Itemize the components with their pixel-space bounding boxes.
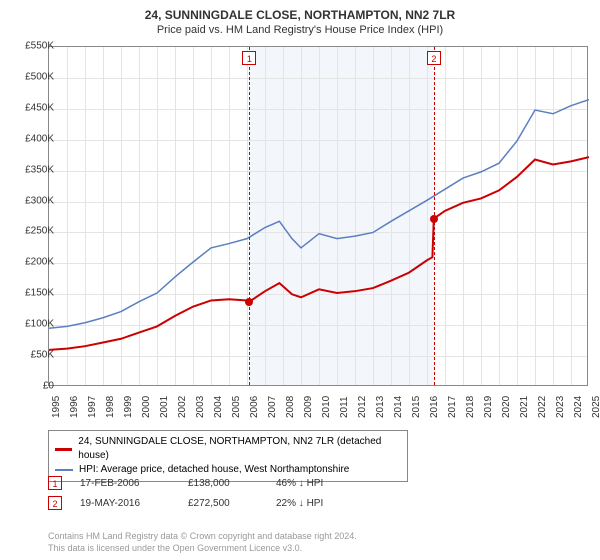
legend-label-hpi: HPI: Average price, detached house, West…	[79, 463, 349, 477]
sale-point-dot	[245, 298, 253, 306]
sale-delta-2: 22% ↓ HPI	[276, 498, 323, 509]
x-axis-label: 1995	[51, 396, 62, 418]
x-axis-label: 2020	[501, 396, 512, 418]
line-series-svg	[49, 47, 589, 387]
legend-swatch-hpi	[55, 469, 73, 471]
sale-price-1: £138,000	[188, 478, 258, 489]
y-axis-label: £0	[14, 381, 54, 392]
y-axis-label: £150K	[14, 288, 54, 299]
legend: 24, SUNNINGDALE CLOSE, NORTHAMPTON, NN2 …	[48, 430, 408, 482]
sale-marker-badge: 1	[242, 51, 256, 65]
sale-row-1: 1 17-FEB-2006 £138,000 46% ↓ HPI	[48, 476, 323, 490]
x-axis-label: 2016	[429, 396, 440, 418]
plot-area: 12	[48, 46, 588, 386]
chart-title: 24, SUNNINGDALE CLOSE, NORTHAMPTON, NN2 …	[0, 0, 600, 22]
y-axis-label: £250K	[14, 226, 54, 237]
x-axis-label: 1996	[69, 396, 80, 418]
legend-row-hpi: HPI: Average price, detached house, West…	[55, 463, 401, 477]
y-axis-label: £100K	[14, 319, 54, 330]
y-axis-label: £300K	[14, 195, 54, 206]
x-axis-label: 2011	[339, 396, 350, 418]
sale-date-1: 17-FEB-2006	[80, 478, 170, 489]
x-axis-label: 2022	[537, 396, 548, 418]
sale-price-2: £272,500	[188, 498, 258, 509]
footer-line-1: Contains HM Land Registry data © Crown c…	[48, 530, 357, 542]
x-axis-label: 1998	[105, 396, 116, 418]
chart-subtitle: Price paid vs. HM Land Registry's House …	[0, 22, 600, 40]
legend-swatch-property	[55, 448, 72, 451]
x-axis-label: 2017	[447, 396, 458, 418]
chart-area: 12	[48, 46, 588, 386]
x-axis-label: 1999	[123, 396, 134, 418]
x-axis-label: 2009	[303, 396, 314, 418]
y-axis-label: £200K	[14, 257, 54, 268]
x-axis-label: 2015	[411, 396, 422, 418]
x-axis-label: 2004	[213, 396, 224, 418]
y-axis-label: £550K	[14, 41, 54, 52]
sale-date-2: 19-MAY-2016	[80, 498, 170, 509]
legend-row-property: 24, SUNNINGDALE CLOSE, NORTHAMPTON, NN2 …	[55, 435, 401, 463]
x-axis-label: 1997	[87, 396, 98, 418]
y-axis-label: £450K	[14, 102, 54, 113]
x-axis-label: 2014	[393, 396, 404, 418]
x-axis-label: 2018	[465, 396, 476, 418]
x-axis-label: 2007	[267, 396, 278, 418]
x-axis-label: 2000	[141, 396, 152, 418]
x-axis-label: 2008	[285, 396, 296, 418]
y-axis-label: £350K	[14, 164, 54, 175]
x-axis-label: 2012	[357, 396, 368, 418]
x-axis-label: 2010	[321, 396, 332, 418]
x-axis-label: 2023	[555, 396, 566, 418]
legend-label-property: 24, SUNNINGDALE CLOSE, NORTHAMPTON, NN2 …	[78, 435, 401, 463]
footer-attribution: Contains HM Land Registry data © Crown c…	[48, 530, 357, 554]
sale-delta-1: 46% ↓ HPI	[276, 478, 323, 489]
x-axis-label: 2002	[177, 396, 188, 418]
x-axis-label: 2006	[249, 396, 260, 418]
sale-marker-1: 1	[48, 476, 62, 490]
x-axis-label: 2024	[573, 396, 584, 418]
sale-marker-badge: 2	[427, 51, 441, 65]
x-axis-label: 2025	[591, 396, 600, 418]
y-axis-label: £400K	[14, 133, 54, 144]
x-axis-label: 2005	[231, 396, 242, 418]
series-hpi	[49, 100, 589, 329]
y-axis-label: £500K	[14, 71, 54, 82]
x-axis-label: 2003	[195, 396, 206, 418]
x-axis-label: 2019	[483, 396, 494, 418]
sale-row-2: 2 19-MAY-2016 £272,500 22% ↓ HPI	[48, 496, 323, 510]
sale-vertical-line	[249, 47, 250, 385]
chart-container: 24, SUNNINGDALE CLOSE, NORTHAMPTON, NN2 …	[0, 0, 600, 560]
series-property	[49, 157, 589, 350]
y-axis-label: £50K	[14, 350, 54, 361]
x-axis-label: 2013	[375, 396, 386, 418]
sale-point-dot	[430, 215, 438, 223]
x-axis-label: 2021	[519, 396, 530, 418]
footer-line-2: This data is licensed under the Open Gov…	[48, 542, 357, 554]
sale-marker-2: 2	[48, 496, 62, 510]
x-axis-label: 2001	[159, 396, 170, 418]
